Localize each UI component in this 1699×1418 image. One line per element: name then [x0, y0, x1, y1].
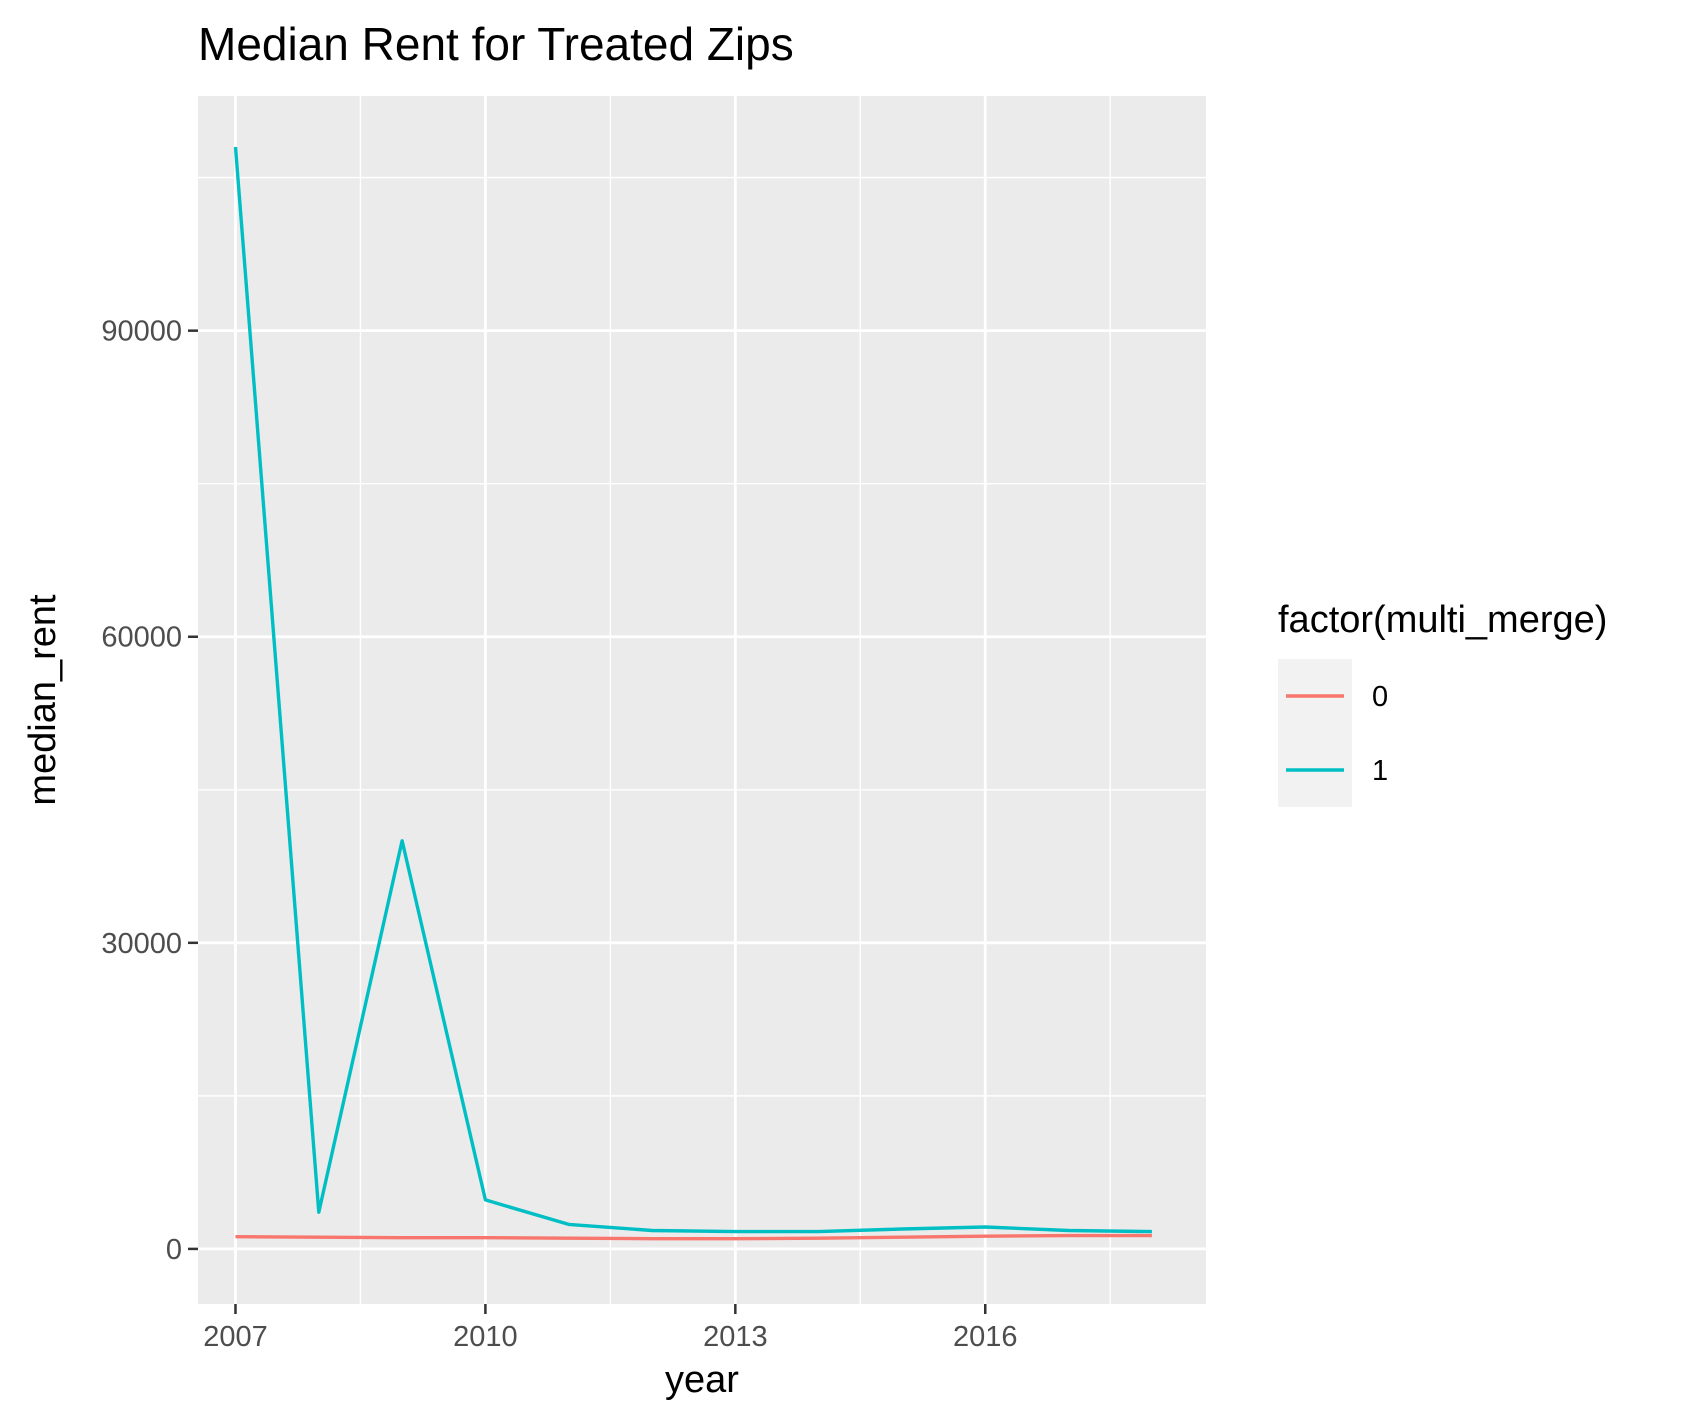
plot-panel	[198, 96, 1206, 1304]
legend-key-background	[1278, 659, 1352, 807]
x-axis-title: year	[665, 1359, 739, 1401]
series-lines	[233, 146, 1152, 1241]
y-tick-label: 0	[166, 1234, 182, 1266]
y-axis: 0 30000 60000 90000	[101, 316, 198, 1266]
y-axis-title: median_rent	[22, 594, 64, 806]
y-tick-label: 90000	[101, 316, 182, 348]
x-tick-label: 2007	[203, 1321, 268, 1353]
x-tick-label: 2013	[703, 1321, 768, 1353]
x-tick-label: 2016	[953, 1321, 1018, 1353]
y-tick-label: 60000	[101, 622, 182, 654]
legend-title: factor(multi_merge)	[1278, 599, 1607, 641]
legend-items: 01	[1286, 681, 1388, 787]
grid-major	[198, 96, 1206, 1304]
legend-label-0: 0	[1372, 681, 1388, 713]
series-line-0	[235, 1233, 1152, 1241]
y-tick-label: 30000	[101, 928, 182, 960]
chart-title: Median Rent for Treated Zips	[198, 18, 794, 70]
legend-label-1: 1	[1372, 755, 1388, 787]
series-line-1	[233, 146, 1152, 1234]
legend: factor(multi_merge) 01	[1278, 599, 1607, 807]
x-axis: 2007 2010 2013 2016	[203, 1304, 1017, 1353]
grid-minor	[198, 96, 1206, 1304]
x-tick-label: 2010	[453, 1321, 518, 1353]
